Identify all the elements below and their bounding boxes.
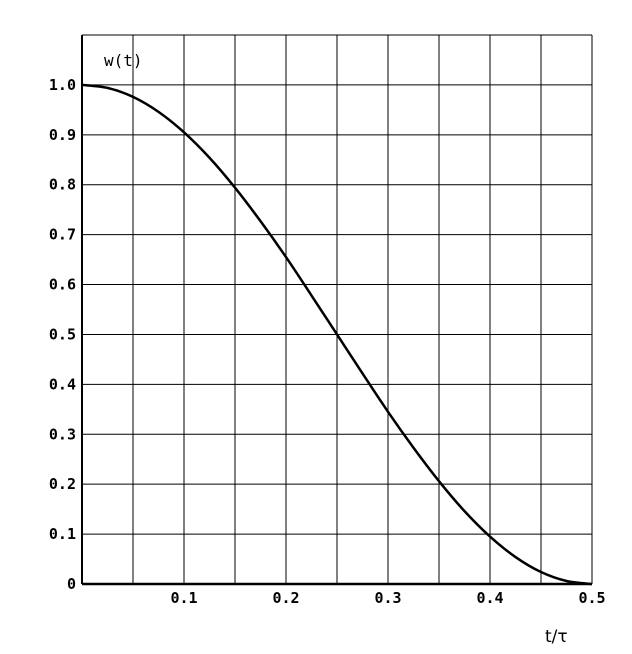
x-tick-label-4: 0.5 <box>578 589 605 607</box>
x-tick-label-1: 0.2 <box>272 589 299 607</box>
x-axis-label: t/τ <box>545 627 568 647</box>
axes <box>81 35 592 586</box>
y-tick-label-1: 0.1 <box>49 525 76 543</box>
grid <box>82 34 593 584</box>
y-axis-label: w(t) <box>104 51 143 70</box>
x-tick-label-0: 0.1 <box>170 589 197 607</box>
y-tick-label-7: 0.7 <box>49 226 76 244</box>
y-tick-label-2: 0.2 <box>49 475 76 493</box>
series <box>81 83 593 586</box>
x-tick-label-2: 0.3 <box>374 589 401 607</box>
y-tick-label-6: 0.6 <box>49 276 76 294</box>
y-tick-label-0: 0 <box>67 575 76 593</box>
x-tick-label-3: 0.4 <box>476 589 503 607</box>
y-tick-label-9: 0.9 <box>49 126 76 144</box>
y-tick-label-5: 0.5 <box>49 325 76 343</box>
series-line-0 <box>81 83 593 586</box>
y-tick-label-10: 1.0 <box>49 76 76 94</box>
x-tick-labels: 0.1 0.2 0.3 0.4 0.5 <box>170 589 605 607</box>
y-tick-label-8: 0.8 <box>49 176 76 194</box>
y-tick-labels: 0 0.1 0.2 0.3 0.4 0.5 0.6 0.7 0.8 0.9 1.0 <box>49 76 76 593</box>
y-tick-label-3: 0.3 <box>49 425 76 443</box>
y-tick-label-4: 0.4 <box>49 375 76 393</box>
